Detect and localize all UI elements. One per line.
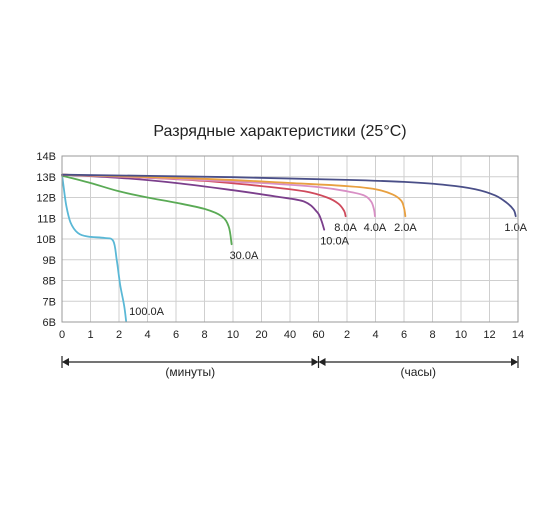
x-tick-label: 1 — [87, 329, 93, 341]
segment-label-0: (минуты) — [165, 365, 215, 379]
series-label-0: 100.0A — [129, 306, 165, 318]
x-tick-label: 4 — [372, 329, 378, 341]
series-label-3: 8.0A — [334, 222, 357, 234]
series-line-0 — [61, 173, 127, 322]
x-tick-label: 6 — [173, 329, 179, 341]
y-tick-label: 8В — [43, 276, 56, 288]
x-tick-label: 0 — [59, 329, 65, 341]
x-tick-label: 12 — [483, 329, 495, 341]
grid — [61, 155, 519, 323]
x-tick-label: 20 — [255, 329, 267, 341]
y-tick-label: 7В — [43, 296, 56, 308]
series-line-4 — [61, 173, 376, 218]
x-tick-label: 40 — [284, 329, 296, 341]
axis-segments: (минуты) (часы) — [61, 356, 519, 379]
x-tick-label: 6 — [401, 329, 407, 341]
x-tick-label: 60 — [312, 329, 324, 341]
series-line-5 — [61, 173, 407, 218]
series-label-2: 10.0A — [320, 236, 349, 248]
series-line-1 — [61, 174, 233, 246]
x-tick-label: 14 — [512, 329, 524, 341]
series-group: 100.0A 30.0A 10.0A 8.0A 4.0A 2.0A 1.0A — [61, 173, 528, 322]
segment-arrow-right-1 — [511, 358, 518, 366]
series-line-6 — [61, 173, 517, 218]
series-label-5: 2.0A — [394, 222, 417, 234]
x-tick-label: 8 — [201, 329, 207, 341]
series-label-6: 1.0A — [504, 222, 527, 234]
y-tick-label: 10В — [36, 234, 56, 246]
y-tick-label: 13В — [36, 172, 56, 184]
x-tick-label: 10 — [227, 329, 239, 341]
y-tick-label: 11В — [37, 213, 56, 225]
segment-arrow-left-0 — [62, 358, 69, 366]
plot-frame — [61, 155, 519, 323]
segment-arrow-left-1 — [318, 358, 326, 366]
series-line-2 — [61, 173, 326, 231]
chart-title: Разрядные характеристики (25°C) — [153, 123, 406, 140]
x-tick-label: 2 — [116, 329, 122, 341]
series-label-4: 4.0A — [364, 222, 387, 234]
y-tick-label: 6В — [43, 317, 56, 329]
segment-arrow-right-0 — [311, 358, 319, 366]
x-tick-label: 4 — [144, 329, 150, 341]
x-tick-label: 2 — [344, 329, 350, 341]
series-label-1: 30.0A — [230, 250, 259, 262]
x-tick-label: 10 — [455, 329, 467, 341]
y-tick-label: 14В — [36, 151, 56, 163]
y-tick-label: 12В — [36, 193, 56, 205]
y-tick-label: 9В — [43, 255, 56, 267]
x-tick-label: 8 — [429, 329, 435, 341]
segment-label-1: (часы) — [400, 365, 436, 379]
